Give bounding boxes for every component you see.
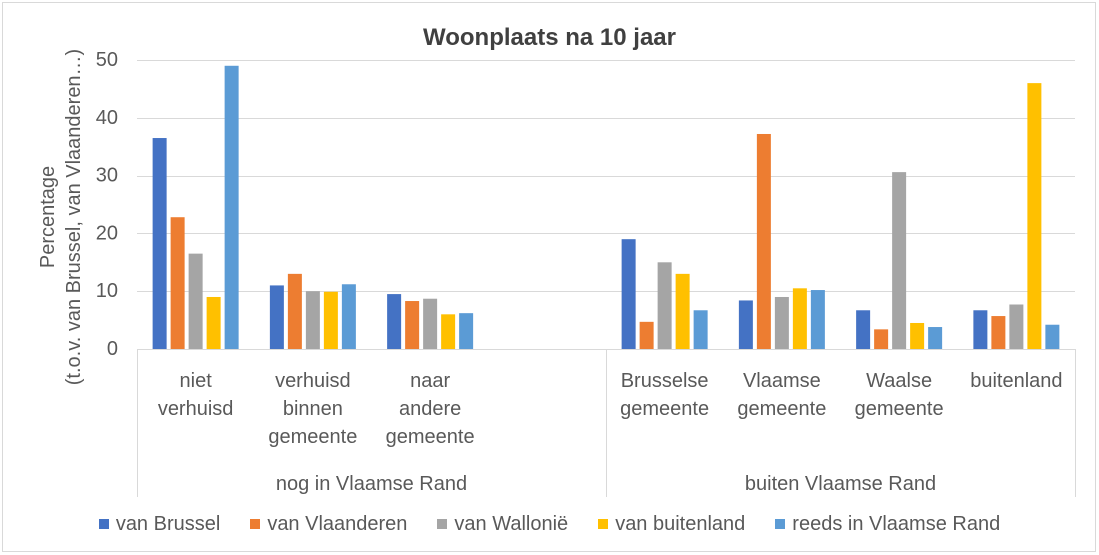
axis-text-layer: Percentage (t.o.v. van Brussel, van Vlaa…: [37, 49, 936, 495]
y-tick-label: 10: [96, 280, 118, 302]
legend-swatch-reeds-in-vlaamse-rand: [775, 519, 786, 529]
x-category-label-naar-andere-gemeente: naar andere gemeente: [385, 370, 475, 448]
y-tick-label: 20: [96, 222, 118, 244]
x-category-label-niet-verhuisd: niet verhuisd: [157, 370, 234, 420]
legend-item-reeds-in-vlaamse-rand: reeds in Vlaamse Rand: [775, 510, 1000, 538]
legend-label: van Wallonië: [454, 513, 569, 535]
bar-reeds-in-vlaamse-rand-brusselse-gemeente: [693, 310, 708, 349]
bar-van-wallonie-verhuisd-binnen-gemeente: [305, 291, 320, 349]
legend-swatch-van-buitenland: [598, 519, 609, 529]
bar-reeds-in-vlaamse-rand-niet-verhuisd: [224, 65, 239, 349]
bar-van-vlaanderen-buitenland: [991, 316, 1006, 349]
x-category-label-verhuisd-binnen-gemeente: verhuisd binnen gemeente: [268, 370, 358, 448]
y-axis-title-line-2: (t.o.v. van Brussel, van Vlaanderen…): [63, 49, 85, 385]
bar-layer: [152, 65, 1060, 350]
legend-item-van-buitenland: van buitenland: [598, 510, 745, 538]
x-category-label-waalse-gemeente: Waalse gemeente: [854, 370, 944, 420]
legend-label: reeds in Vlaamse Rand: [792, 513, 1001, 535]
legend: van Brussel van Vlaanderen van Wallonië van…: [0, 510, 1099, 538]
bar-van-buitenland-brusselse-gemeente: [675, 273, 690, 349]
legend-swatch-van-vlaanderen: [250, 519, 261, 529]
x-category-label-brusselse-gemeente: Brusselse gemeente: [620, 370, 710, 420]
bar-reeds-in-vlaamse-rand-verhuisd-binnen-gemeente: [341, 284, 356, 349]
bar-van-wallonie-buitenland: [1009, 304, 1024, 349]
bar-van-buitenland-naar-andere-gemeente: [441, 314, 456, 349]
y-tick-label: 30: [96, 165, 118, 187]
y-tick-label: 40: [96, 107, 118, 129]
bar-van-vlaanderen-niet-verhuisd: [170, 217, 185, 349]
bar-van-brussel-buitenland: [973, 310, 988, 349]
legend-label: van Brussel: [115, 513, 221, 535]
legend-item-van-brussel: van Brussel: [98, 510, 221, 538]
x-category-label-buitenland: buitenland: [970, 370, 1063, 392]
legend-item-van-vlaanderen: van Vlaanderen: [250, 510, 407, 538]
x-group-label-buiten-vlaamse-rand: buiten Vlaamse Rand: [745, 473, 936, 495]
y-axis-title-line-1: Percentage: [37, 166, 59, 268]
bar-van-buitenland-verhuisd-binnen-gemeente: [323, 291, 338, 349]
legend-item-van-wallonie: van Wallonië: [437, 510, 568, 538]
bar-van-wallonie-niet-verhuisd: [188, 253, 203, 349]
legend-swatch-van-brussel: [98, 519, 109, 529]
bar-van-vlaanderen-vlaamse-gemeente: [756, 133, 771, 349]
bar-van-buitenland-niet-verhuisd: [206, 296, 221, 349]
bar-van-buitenland-waalse-gemeente: [910, 322, 925, 349]
bar-van-wallonie-brusselse-gemeente: [657, 262, 672, 349]
bar-van-brussel-vlaamse-gemeente: [738, 300, 753, 349]
bar-van-vlaanderen-naar-andere-gemeente: [405, 301, 420, 349]
bar-van-wallonie-vlaamse-gemeente: [774, 296, 789, 349]
bar-van-buitenland-vlaamse-gemeente: [792, 288, 807, 349]
bar-reeds-in-vlaamse-rand-waalse-gemeente: [928, 327, 943, 349]
legend-swatch-van-wallonie: [437, 519, 448, 529]
y-tick-label: 50: [96, 49, 118, 71]
bar-van-brussel-brusselse-gemeente: [621, 239, 636, 349]
bar-van-wallonie-naar-andere-gemeente: [423, 298, 438, 349]
bar-van-brussel-verhuisd-binnen-gemeente: [269, 285, 284, 349]
bar-van-buitenland-buitenland: [1027, 83, 1042, 350]
bar-van-brussel-naar-andere-gemeente: [387, 294, 402, 349]
legend-label: van Vlaanderen: [267, 513, 408, 535]
bar-van-vlaanderen-verhuisd-binnen-gemeente: [287, 273, 302, 349]
bar-van-wallonie-waalse-gemeente: [892, 172, 907, 349]
y-tick-label: 0: [107, 338, 118, 360]
bar-van-vlaanderen-brusselse-gemeente: [639, 321, 654, 349]
chart-title: Woonplaats na 10 jaar: [423, 24, 676, 51]
x-group-label-nog-in-vlaamse-rand: nog in Vlaamse Rand: [276, 473, 467, 495]
legend-label: van buitenland: [615, 513, 746, 535]
bar-van-vlaanderen-waalse-gemeente: [874, 329, 889, 349]
bar-reeds-in-vlaamse-rand-naar-andere-gemeente: [459, 313, 474, 349]
bar-reeds-in-vlaamse-rand-buitenland: [1045, 324, 1060, 349]
bar-reeds-in-vlaamse-rand-vlaamse-gemeente: [810, 290, 825, 349]
bar-van-brussel-niet-verhuisd: [152, 138, 167, 349]
bar-van-brussel-waalse-gemeente: [856, 310, 871, 349]
x-category-label-vlaamse-gemeente: Vlaamse gemeente: [737, 370, 827, 420]
